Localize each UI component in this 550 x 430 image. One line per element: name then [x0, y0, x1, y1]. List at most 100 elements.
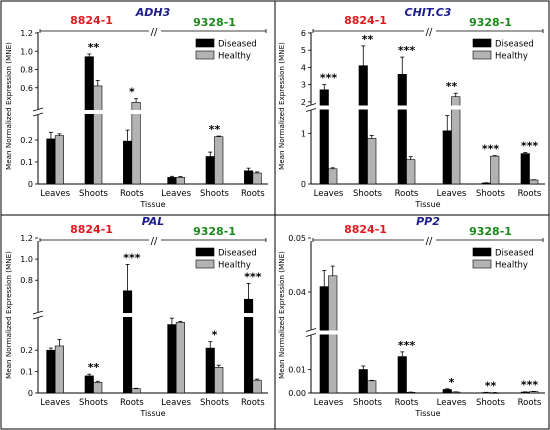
- significance-marker: *: [212, 329, 218, 342]
- axis-break-mark: //: [426, 236, 433, 247]
- legend-label: Diseased: [218, 249, 257, 259]
- y-axis-break-mark: [305, 328, 317, 332]
- y-axis-label: Mean Normalized Expression (MNE): [4, 251, 13, 379]
- legend-swatch-healthy: [472, 50, 492, 60]
- bar-diseased: [167, 324, 177, 394]
- bar-break-gap: [327, 330, 338, 335]
- bar-healthy: [54, 345, 64, 394]
- legend-label: Healthy: [495, 261, 528, 271]
- legend-swatch-healthy: [472, 259, 492, 269]
- y-tick-label: 5: [301, 46, 306, 55]
- y-tick-label: 3: [301, 81, 306, 90]
- y-tick-label: 0.8: [20, 66, 33, 75]
- significance-marker: **: [362, 33, 374, 46]
- bar-diseased: [205, 347, 215, 394]
- y-axis-break-mark: [305, 333, 317, 337]
- y-axis-break-gap: [306, 329, 316, 336]
- bar-healthy: [328, 168, 338, 185]
- x-tick-label: Roots: [120, 398, 144, 408]
- y-axis-break-mark: [32, 107, 44, 112]
- significance-marker: ***: [521, 378, 539, 391]
- y-tick-label: 1.2: [20, 234, 33, 243]
- y-tick-label: 0.8: [20, 276, 33, 285]
- y-tick-label: 1.0: [20, 47, 33, 56]
- bar-healthy: [490, 155, 500, 185]
- x-tick-label: Roots: [241, 189, 265, 199]
- bar-healthy: [252, 172, 262, 185]
- y-tick-label: 0.2: [20, 346, 33, 355]
- y-tick-label: 0.05: [288, 234, 306, 243]
- x-tick-label: Leaves: [40, 189, 70, 199]
- legend-label: Healthy: [495, 52, 528, 62]
- y-tick-label: 0.00: [288, 389, 306, 398]
- significance-marker: ***: [398, 339, 416, 352]
- group-label-left: 8824-1: [70, 14, 113, 27]
- bar-break-gap: [243, 313, 254, 317]
- y-tick-label: 1.0: [20, 255, 33, 264]
- bar-healthy: [367, 138, 377, 185]
- bar-diseased: [46, 349, 56, 394]
- x-tick-label: Shoots: [353, 189, 383, 199]
- y-axis-break-gap: [33, 109, 43, 115]
- bar-healthy: [529, 179, 539, 185]
- bar-break-gap: [130, 110, 142, 114]
- x-tick-label: Leaves: [314, 189, 344, 199]
- significance-marker: **: [209, 123, 221, 136]
- y-axis-break-mark: [32, 315, 44, 320]
- bar-diseased: [397, 74, 407, 185]
- y-axis-break-mark: [32, 310, 44, 315]
- bar-break-gap: [319, 105, 330, 110]
- bar-diseased: [520, 153, 530, 185]
- axis-break-mark: //: [151, 236, 158, 247]
- significance-marker: *: [449, 376, 455, 389]
- bar-diseased: [442, 130, 452, 185]
- bar-break-gap: [358, 105, 369, 110]
- bar-healthy: [214, 367, 224, 394]
- x-tick-label: Leaves: [161, 189, 191, 199]
- x-tick-label: Roots: [241, 398, 265, 408]
- bar-healthy: [175, 177, 185, 185]
- axis-break-mark: //: [426, 27, 433, 38]
- bar-healthy: [93, 85, 103, 185]
- group-label-left: 8824-1: [344, 223, 387, 236]
- chart-panel-chit-c3: CHIT.C3 8824-1 9328-1 // 0 1 2 3 4 5 6 Mean Normali…: [277, 6, 545, 209]
- y-axis-label: Mean Normalized Expression (MNE): [4, 42, 13, 170]
- bar-diseased: [84, 56, 94, 185]
- y-axis-break-mark: [305, 108, 317, 112]
- bar-healthy: [175, 322, 185, 394]
- significance-marker: *: [129, 86, 135, 99]
- bar-diseased: [46, 138, 56, 185]
- group-label-left: 8824-1: [70, 223, 113, 236]
- chart-panel-adh3: ADH3 8824-1 9328-1 // 0 0.1 0.2 0.6 0.8 1.0 1.2 Mea…: [4, 6, 268, 209]
- legend-swatch-diseased: [195, 247, 215, 257]
- significance-marker: ***: [521, 140, 539, 153]
- bar-diseased: [358, 369, 368, 394]
- x-tick-label: Leaves: [161, 398, 191, 408]
- legend-label: Healthy: [218, 52, 251, 62]
- significance-marker: ***: [320, 72, 338, 85]
- bar-break-gap: [450, 105, 461, 110]
- legend-swatch-diseased: [472, 247, 492, 257]
- y-tick-label: 0.2: [20, 136, 33, 145]
- y-tick-label: 4: [301, 63, 306, 72]
- legend-swatch-diseased: [472, 38, 492, 48]
- x-tick-label: Roots: [395, 398, 419, 408]
- significance-marker: ***: [398, 44, 416, 57]
- bar-healthy: [131, 102, 141, 185]
- legend-label: Diseased: [495, 249, 534, 259]
- x-tick-label: Leaves: [40, 398, 70, 408]
- bar-diseased: [205, 156, 215, 185]
- group-label-right: 9328-1: [469, 16, 512, 29]
- legend-swatch-diseased: [195, 38, 215, 48]
- bar-diseased: [123, 140, 133, 185]
- bar-diseased: [319, 89, 329, 185]
- legend-label: Diseased: [218, 40, 257, 50]
- x-tick-label: Roots: [120, 189, 144, 199]
- group-label-right: 9328-1: [193, 16, 236, 29]
- bar-healthy: [252, 379, 262, 394]
- x-tick-label: Roots: [395, 189, 419, 199]
- group-label-right: 9328-1: [193, 225, 236, 238]
